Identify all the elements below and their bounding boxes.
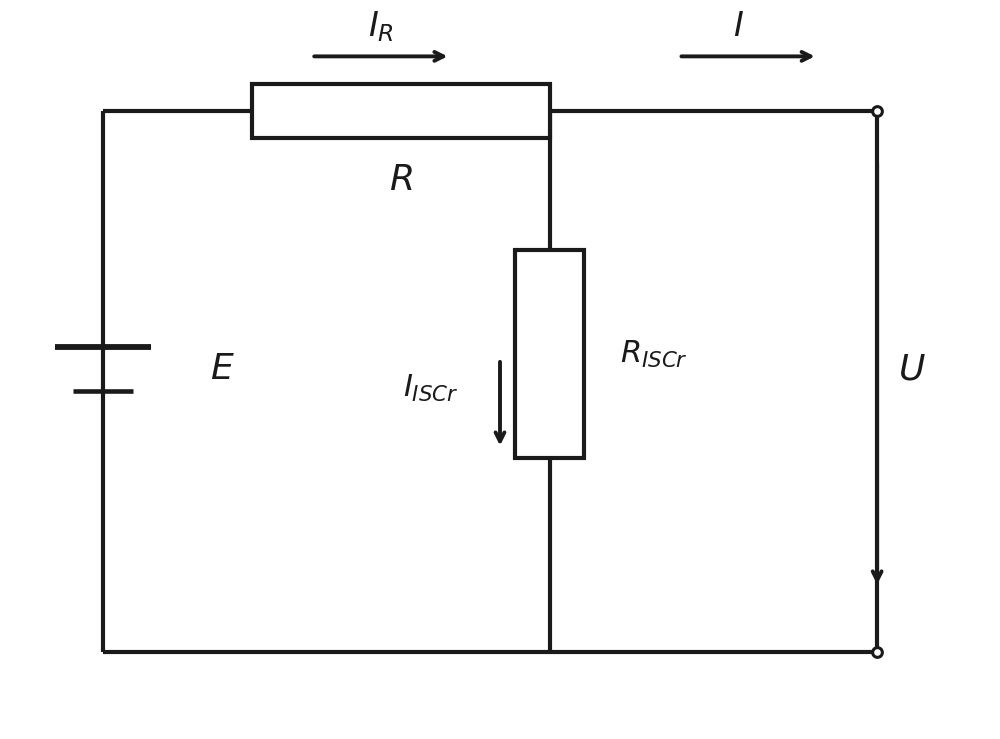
Text: $U$: $U$ <box>898 352 926 386</box>
Text: $R_{ISCr}$: $R_{ISCr}$ <box>620 338 688 370</box>
Text: $E$: $E$ <box>210 352 234 386</box>
Text: $I_{ISCr}$: $I_{ISCr}$ <box>403 373 458 404</box>
Text: $I_R$: $I_R$ <box>368 10 394 44</box>
Bar <box>515 250 584 458</box>
Text: $R$: $R$ <box>389 163 413 197</box>
Bar <box>252 84 550 138</box>
Text: $I$: $I$ <box>733 10 744 43</box>
